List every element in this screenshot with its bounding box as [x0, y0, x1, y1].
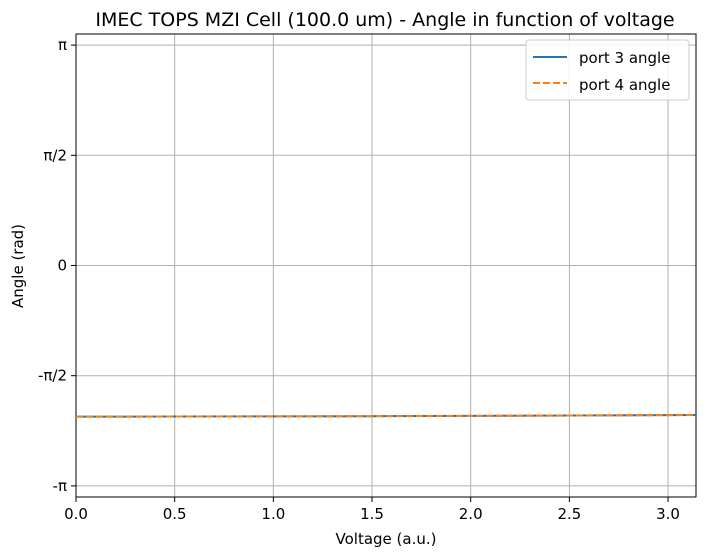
y-axis-ticks: -π -π/2 0 π/2 π	[38, 36, 76, 495]
y-tick-label: 0	[57, 257, 67, 275]
x-tick-label: 1.0	[261, 505, 285, 523]
grid-lines	[75, 34, 696, 497]
x-tick-label: 1.5	[360, 505, 384, 523]
y-tick-label: -π/2	[38, 367, 67, 385]
chart-title: IMEC TOPS MZI Cell (100.0 um) - Angle in…	[95, 9, 674, 31]
y-tick-label: π	[58, 36, 67, 54]
x-tick-label: 2.0	[459, 505, 483, 523]
series-lines	[75, 413, 697, 418]
series-line-port-4-angle	[75, 413, 697, 418]
x-tick-label: 3.0	[656, 505, 680, 523]
x-axis-label: Voltage (a.u.)	[336, 530, 437, 548]
y-axis-label: Angle (rad)	[9, 224, 27, 308]
legend-label-port-4: port 4 angle	[579, 76, 670, 94]
legend-box	[525, 39, 690, 101]
x-tick-label: 0.5	[163, 505, 187, 523]
x-tick-label: 0.0	[64, 505, 88, 523]
legend-label-port-3: port 3 angle	[579, 49, 670, 67]
y-tick-label: -π	[53, 477, 67, 495]
y-tick-label: π/2	[43, 146, 67, 164]
legend: port 3 angle port 4 angle	[525, 39, 690, 101]
x-tick-label: 2.5	[557, 505, 581, 523]
x-axis-ticks: 0.0 0.5 1.0 1.5 2.0 2.5 3.0	[64, 497, 680, 523]
